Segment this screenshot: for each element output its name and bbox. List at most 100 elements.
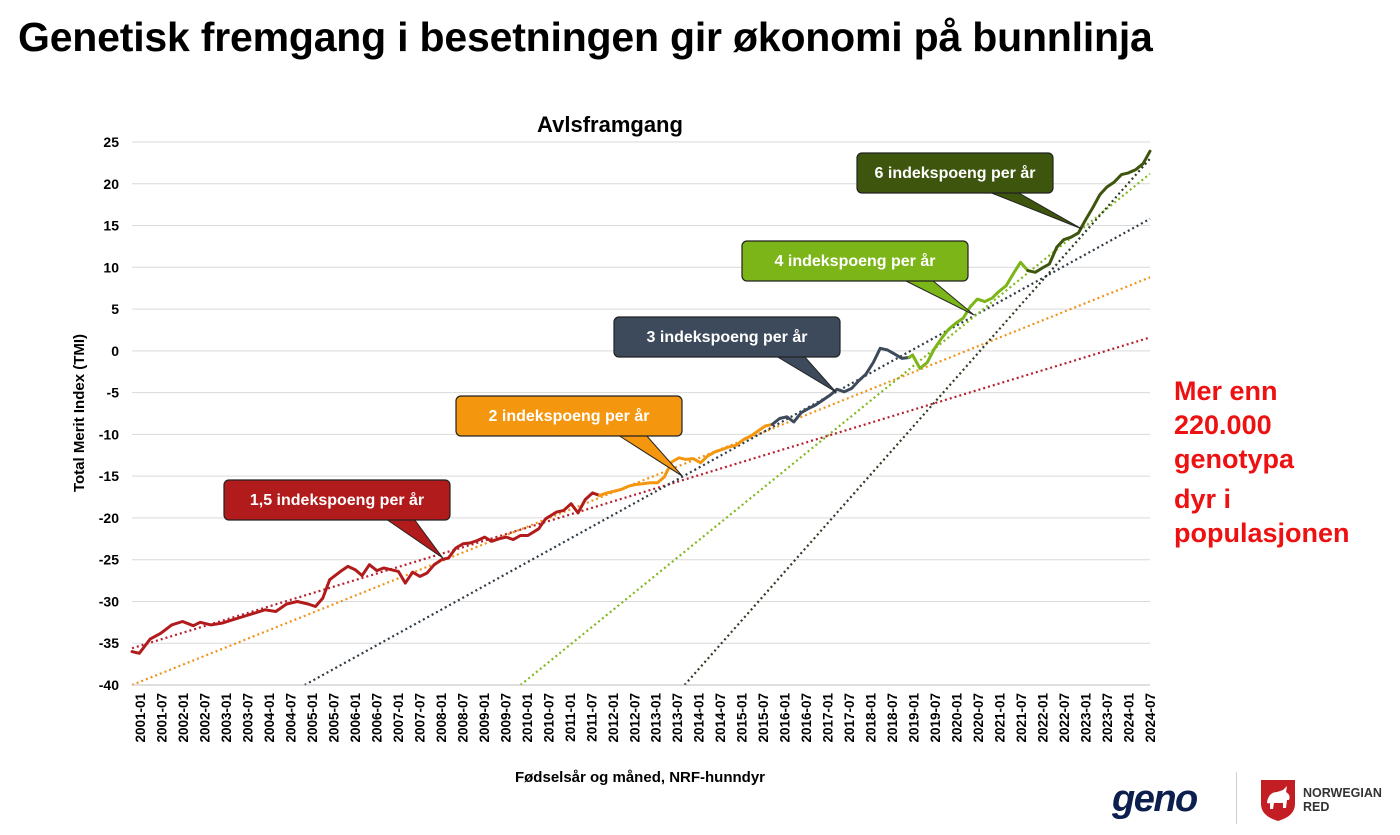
- series-line: [1026, 149, 1152, 274]
- x-tick-label: 2016-07: [799, 693, 814, 743]
- x-tick-label: 2007-07: [412, 693, 427, 743]
- x-tick-label: 2021-01: [993, 693, 1008, 743]
- x-tick-label: 2019-07: [928, 693, 943, 743]
- x-tick-label: 2021-07: [1014, 693, 1029, 743]
- x-tick-label: 2013-01: [649, 693, 664, 743]
- x-tick-label: 2005-01: [305, 693, 320, 743]
- callout-box: [613, 316, 841, 358]
- x-tick-label: 2017-07: [842, 693, 857, 743]
- x-tick-label: 2011-01: [563, 693, 578, 742]
- x-tick-label: 2015-01: [735, 693, 750, 743]
- series-line: [130, 491, 602, 655]
- side-note-line: populasjonen: [1174, 518, 1350, 548]
- y-tick-label: -30: [99, 593, 119, 609]
- y-tick-label: 15: [103, 218, 119, 234]
- x-tick-label: 2007-01: [391, 693, 406, 743]
- x-tick-label: 2012-01: [606, 693, 621, 743]
- callout-label: 6 indekspoeng per år: [875, 164, 1036, 182]
- x-tick-label: 2018-01: [864, 693, 879, 743]
- norwegian-red-logo-text: NORWEGIAN RED: [1303, 786, 1382, 814]
- y-tick-label: 20: [103, 176, 119, 192]
- x-tick-label: 2002-01: [176, 693, 191, 743]
- data-series: [130, 149, 1152, 655]
- x-tick-label: 2012-07: [627, 693, 642, 743]
- callout-box: [455, 395, 683, 437]
- logo-divider: [1236, 772, 1237, 824]
- slide-title: Genetisk fremgang i besetningen gir økon…: [18, 14, 1153, 60]
- y-tick-label: 5: [111, 301, 119, 317]
- y-tick-label: 0: [111, 343, 119, 359]
- x-tick-label: 2020-01: [950, 693, 965, 743]
- callout-box: [856, 152, 1054, 194]
- trendlines: [131, 157, 1151, 687]
- norwegian-red-logo-line: RED: [1303, 800, 1330, 814]
- x-tick-label: 2024-07: [1143, 693, 1158, 743]
- x-tick-label: 2008-07: [455, 693, 470, 743]
- norwegian-red-bull-icon: [1261, 780, 1295, 821]
- callout-label: 3 indekspoeng per år: [647, 328, 808, 346]
- side-note: Mer enn 220.000 genotypa dyr i populasjo…: [1174, 374, 1384, 550]
- callout-pointer: [774, 355, 837, 393]
- trendline: [519, 172, 1151, 686]
- callout-pointer: [903, 279, 975, 316]
- x-tick-label: 2022-01: [1036, 693, 1051, 743]
- side-note-line: 220.000: [1174, 410, 1272, 440]
- trendline: [683, 157, 1151, 686]
- y-tick-label: -40: [99, 677, 119, 693]
- trendline: [131, 336, 1151, 650]
- y-tick-label: -5: [107, 385, 120, 401]
- y-tick-label: -15: [99, 468, 119, 484]
- series-line: [907, 260, 1030, 370]
- y-tick-label: -20: [99, 510, 119, 526]
- x-tick-label: 2001-07: [154, 693, 169, 743]
- x-tick-label: 2024-01: [1122, 693, 1137, 743]
- callout-label: 1,5 indekspoeng per år: [250, 491, 424, 509]
- series-line: [770, 346, 911, 426]
- side-note-line: Mer enn: [1174, 376, 1278, 406]
- x-tick-label: 2015-07: [756, 693, 771, 743]
- x-tick-label: 2022-07: [1057, 693, 1072, 743]
- x-tick-label: 2004-07: [283, 693, 298, 743]
- callout-pointer: [384, 518, 444, 559]
- y-tick-label: -35: [99, 635, 119, 651]
- x-tick-label: 2017-01: [821, 693, 836, 743]
- x-tick-label: 2006-07: [369, 693, 384, 743]
- callout-pointer: [616, 434, 683, 477]
- callout-label: 2 indekspoeng per år: [489, 407, 650, 425]
- y-axis-label: Total Merit Index (TMI): [71, 334, 88, 492]
- x-tick-label: 2018-07: [885, 693, 900, 743]
- x-tick-label: 2020-07: [971, 693, 986, 743]
- x-tick-label: 2013-07: [670, 693, 685, 743]
- x-tick-label: 2014-07: [713, 693, 728, 743]
- annotations: 1,5 indekspoeng per år 2 indekspoeng per …: [223, 152, 1083, 559]
- callout-pointer: [988, 191, 1083, 230]
- x-tick-label: 2014-01: [692, 693, 707, 743]
- x-tick-label: 2008-01: [434, 693, 449, 743]
- x-tick-label: 2023-07: [1100, 693, 1115, 743]
- x-axis-label: Fødselsår og måned, NRF-hunndyr: [515, 769, 765, 786]
- callout-box: [741, 240, 969, 282]
- x-tick-label: 2009-07: [498, 693, 513, 743]
- x-tick-label: 2023-01: [1079, 693, 1094, 743]
- x-tick-label: 2009-01: [477, 693, 492, 743]
- x-tick-label: 2010-07: [541, 693, 556, 743]
- x-tick-label: 2002-07: [197, 693, 212, 743]
- y-tick-label: 25: [103, 134, 119, 150]
- x-tick-label: 2010-01: [520, 693, 535, 743]
- geno-logo: geno: [1112, 778, 1198, 820]
- x-tick-label: 2006-01: [348, 693, 363, 743]
- x-tick-label: 2001-01: [133, 693, 148, 743]
- y-tick-label: -25: [99, 552, 119, 568]
- axes: 25 20 15 10 5 0 -5 -10 -15 -20 -25 -30 -35 -40 2001-01…: [99, 134, 1158, 743]
- callout-label: 4 indekspoeng per år: [775, 252, 936, 270]
- trendline: [304, 217, 1151, 686]
- side-note-line: dyr i: [1174, 484, 1232, 514]
- callout-box: [223, 479, 451, 521]
- x-tick-label: 2003-01: [219, 693, 234, 743]
- x-tick-label: 2019-01: [907, 693, 922, 743]
- x-tick-label: 2005-07: [326, 693, 341, 743]
- side-note-line: genotypa: [1174, 444, 1295, 474]
- x-tick-label: 2004-01: [262, 693, 277, 743]
- series-line: [598, 422, 774, 497]
